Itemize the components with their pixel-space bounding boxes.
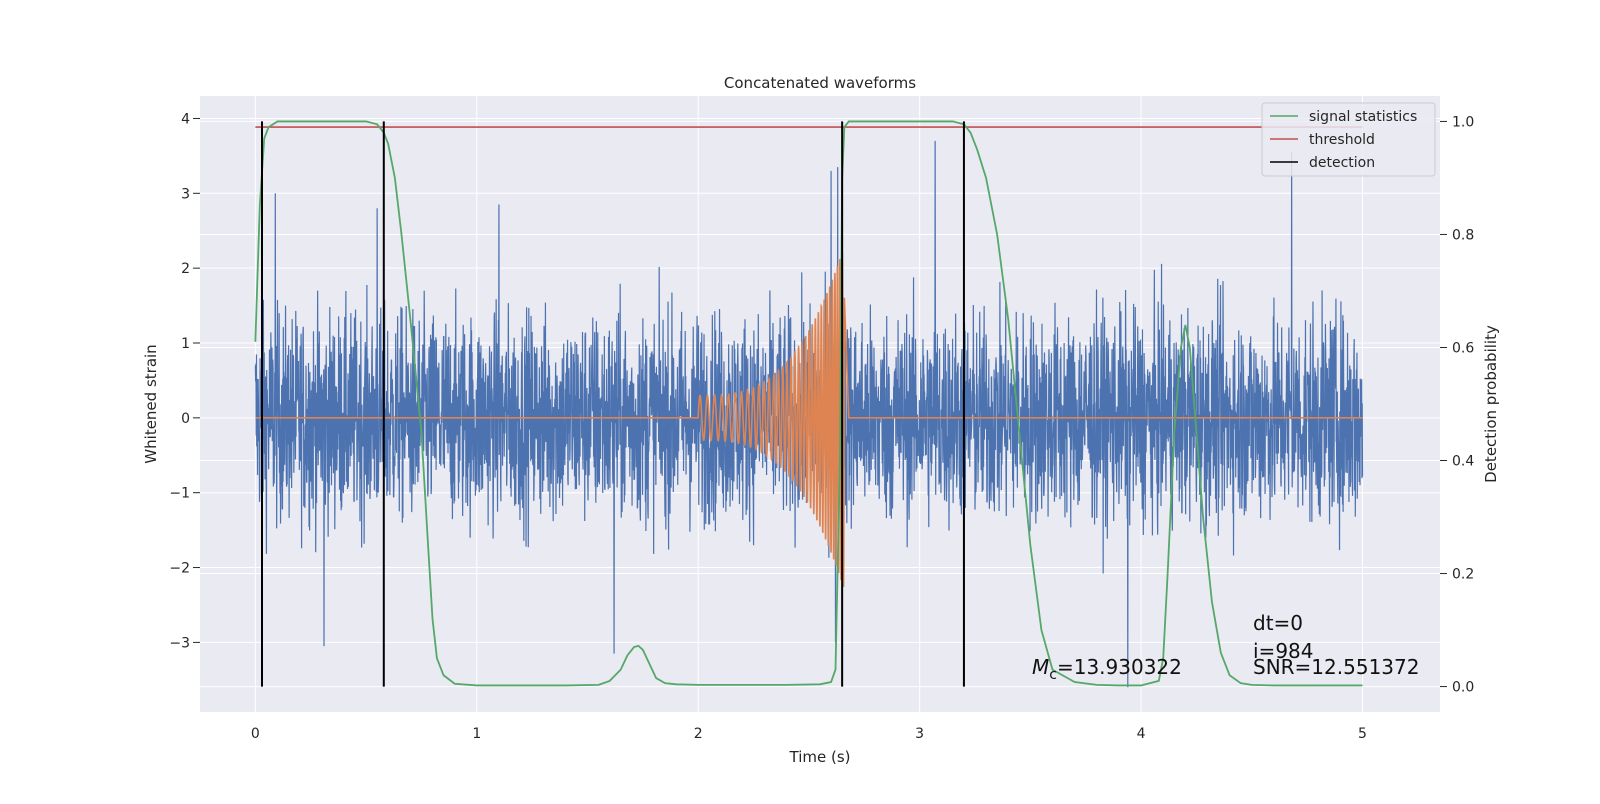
y-tick-label: 4 xyxy=(181,111,190,127)
mc-value: =13.930322 xyxy=(1057,655,1182,679)
y2-tick-label: 0.8 xyxy=(1452,227,1474,243)
x-tick-label: 1 xyxy=(472,726,481,742)
x-axis-label: Time (s) xyxy=(789,748,851,766)
dt-annotation: dt=0 xyxy=(1253,611,1303,635)
y-tick-label: 0 xyxy=(181,411,190,427)
x-tick-label: 5 xyxy=(1358,726,1367,742)
mc-annotation: Mc=13.930322 xyxy=(1032,655,1182,683)
chart-title: Concatenated waveforms xyxy=(724,74,916,92)
chirp-series-line xyxy=(255,252,1363,588)
x-tick-label: 3 xyxy=(915,726,924,742)
data-layer xyxy=(254,120,1364,688)
i-annotation: i=984 xyxy=(1253,639,1314,663)
y2-tick-label: 0.2 xyxy=(1452,567,1474,583)
y-tick-label: −3 xyxy=(169,635,190,651)
y2-tick-label: 0.6 xyxy=(1452,340,1474,356)
y-tick-label: 2 xyxy=(181,261,190,277)
y-tick-label: −2 xyxy=(169,561,190,577)
snr-annotation: SNR=12.551372 xyxy=(1253,655,1419,679)
annotations: Mc=13.930322 dt=0 i=984 SNR=12.551372 xyxy=(1032,611,1419,683)
x-tick-label: 2 xyxy=(694,726,703,742)
y2-tick-label: 1.0 xyxy=(1452,114,1474,130)
legend-box xyxy=(1261,102,1436,177)
mc-subscript: c xyxy=(1049,667,1057,683)
y2-axis-label: Detection probability xyxy=(1482,325,1500,483)
x-tick-label: 0 xyxy=(251,726,260,742)
y-tick-label: 3 xyxy=(181,186,190,202)
mc-symbol: M xyxy=(1032,655,1049,679)
legend: signal statistics threshold detection xyxy=(1261,102,1436,177)
tick-labels: 0 1 2 3 4 5 −3 −2 −1 0 1 2 3 4 0.0 0.2 0.4 0.6 0.8 1.0 xyxy=(169,111,1474,742)
signal-statistics-series-line xyxy=(254,120,1363,687)
x-tick-label: 4 xyxy=(1137,726,1146,742)
legend-label-threshold: threshold xyxy=(1309,132,1375,148)
y-tick-label: 1 xyxy=(181,336,190,352)
y2-tick-label: 0.0 xyxy=(1452,680,1474,696)
y-tick-label: −1 xyxy=(169,486,190,502)
y-axis-label: Whitened strain xyxy=(142,344,160,463)
legend-label-signal-statistics: signal statistics xyxy=(1309,109,1417,125)
y2-tick-label: 0.4 xyxy=(1452,454,1474,470)
legend-label-detection: detection xyxy=(1309,155,1375,171)
